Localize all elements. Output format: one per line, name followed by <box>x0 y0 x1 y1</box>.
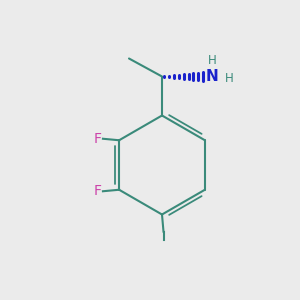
Text: H: H <box>208 54 217 68</box>
Text: H: H <box>224 71 233 85</box>
Text: F: F <box>94 184 101 198</box>
Text: N: N <box>206 69 218 84</box>
Text: F: F <box>94 132 101 146</box>
